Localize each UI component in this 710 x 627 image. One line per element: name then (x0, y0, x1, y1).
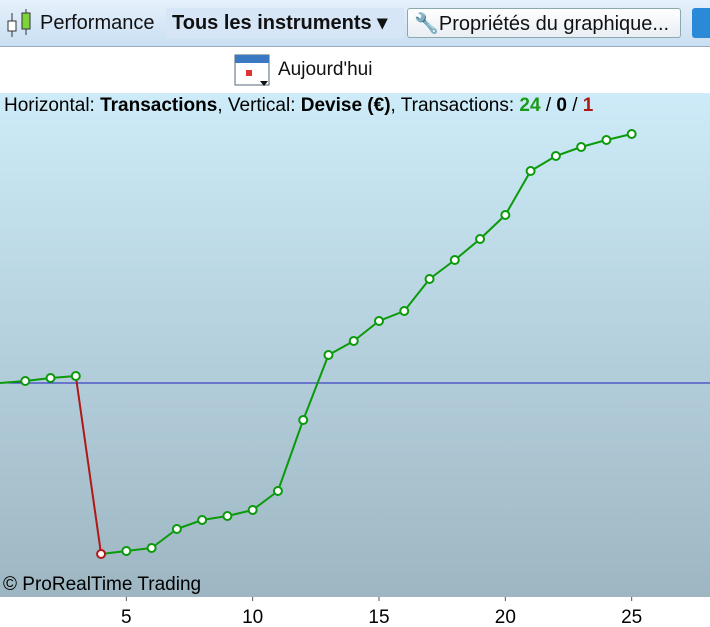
x-tick-label: 20 (495, 607, 516, 627)
segment (428, 259, 456, 280)
point (348, 336, 359, 346)
point (500, 210, 511, 220)
point (171, 524, 182, 534)
performance-tab[interactable]: Performance (40, 12, 155, 34)
calendar-icon[interactable] (234, 51, 272, 89)
point (70, 371, 81, 381)
segment (454, 238, 481, 261)
date-button[interactable]: Aujourd'hui (278, 59, 373, 80)
point (475, 234, 486, 244)
point (247, 505, 258, 515)
point (601, 135, 612, 145)
point (576, 142, 587, 152)
point (525, 166, 536, 176)
x-tick-label: 15 (368, 607, 389, 627)
point (374, 316, 385, 326)
x-tick-label: 25 (621, 607, 642, 627)
point (146, 543, 157, 553)
x-tick-label: 10 (242, 607, 263, 627)
x-tick-label: 5 (121, 607, 132, 627)
segment (302, 354, 330, 421)
segment (252, 490, 279, 511)
segment (276, 419, 305, 492)
segment (479, 214, 507, 240)
point (96, 549, 107, 559)
segment (403, 278, 431, 312)
properties-label: Propriétés du graphique... (438, 13, 670, 35)
point (399, 306, 410, 316)
segment (353, 320, 380, 342)
info-text: , Vertical: (217, 95, 295, 116)
point (424, 274, 435, 284)
point (323, 350, 334, 360)
point (272, 486, 283, 496)
info-text: Horizontal: (4, 95, 95, 116)
properties-button[interactable]: 🔧Propriétés du graphique... (407, 8, 681, 38)
toolbar: Performance Tous les instruments ▾ 🔧Prop… (0, 0, 710, 47)
point (626, 129, 637, 139)
segment (151, 528, 178, 549)
info-text: Transactions (100, 95, 217, 116)
point (298, 415, 309, 425)
x-axis-area (0, 597, 710, 627)
chart: Horizontal: Transactions, Vertical: Devi… (0, 93, 710, 627)
point (449, 255, 460, 265)
date-row: Aujourd'hui (0, 47, 710, 93)
point (20, 376, 31, 386)
candle-icon (7, 9, 31, 37)
info-text: / (572, 95, 578, 116)
point (197, 515, 208, 525)
wins: 24 (519, 95, 541, 116)
extra-button[interactable] (692, 8, 710, 38)
instrument-select[interactable]: Tous les instruments ▾ (166, 8, 404, 38)
losses: 1 (583, 95, 594, 116)
neutral: 0 (556, 95, 567, 116)
segment (74, 375, 103, 555)
point (121, 546, 132, 556)
info-line: Horizontal: Transactions, Vertical: Devi… (4, 95, 594, 116)
instrument-label: Tous les instruments (172, 12, 372, 34)
point (550, 151, 561, 161)
info-text: , Transactions: (391, 95, 515, 116)
copyright: © ProRealTime Trading (3, 574, 201, 595)
info-text: / (546, 95, 552, 116)
segment (504, 170, 532, 216)
point (45, 373, 56, 383)
point (222, 511, 233, 521)
info-text: Devise (€) (301, 95, 391, 116)
